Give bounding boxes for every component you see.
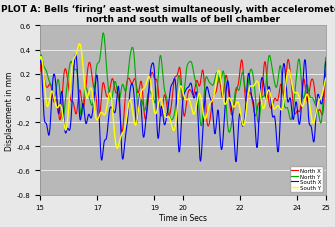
North Y: [227, 131, 231, 134]
North X: [53, 101, 57, 104]
South Y: [324, 77, 328, 80]
South Y: [115, 147, 119, 150]
Y-axis label: Displacement in mm: Displacement in mm: [5, 71, 14, 150]
Line: North X: North X: [40, 60, 326, 132]
South X: [234, 160, 238, 163]
South Y: [316, 104, 320, 106]
X-axis label: Time in Secs: Time in Secs: [159, 213, 207, 222]
South Y: [177, 89, 181, 92]
South Y: [316, 103, 320, 106]
North Y: [316, 109, 320, 111]
South X: [316, 94, 320, 97]
North Y: [324, 57, 328, 59]
South Y: [53, 99, 57, 102]
North X: [38, 71, 42, 73]
South Y: [170, 125, 174, 127]
North Y: [316, 109, 320, 112]
North Y: [53, 96, 57, 99]
North Y: [170, 119, 174, 122]
North X: [120, 131, 124, 133]
North X: [286, 59, 290, 62]
South X: [170, 84, 174, 87]
North Y: [38, 57, 42, 59]
South X: [263, 95, 267, 98]
South Y: [263, 102, 267, 105]
South X: [316, 94, 320, 97]
Line: North Y: North Y: [40, 34, 326, 133]
South X: [53, 75, 57, 77]
Title: PLOT A: Bells ‘firing’ east-west simultaneously, with accelerometers on
north an: PLOT A: Bells ‘firing’ east-west simulta…: [1, 5, 335, 24]
South Y: [38, 58, 42, 61]
North Y: [263, 90, 267, 93]
North X: [170, 103, 174, 105]
North X: [324, 71, 328, 73]
North Y: [101, 32, 105, 35]
North Y: [177, 75, 181, 78]
North X: [316, 110, 320, 113]
South X: [177, 151, 181, 153]
Line: South Y: South Y: [40, 44, 326, 148]
North X: [263, 62, 267, 64]
South Y: [77, 43, 81, 46]
Line: South X: South X: [40, 55, 326, 162]
South X: [38, 61, 42, 64]
South X: [324, 61, 328, 64]
South X: [74, 54, 78, 56]
North X: [316, 110, 320, 113]
Legend: North X, North Y, South X, South Y: North X, North Y, South X, South Y: [290, 166, 323, 192]
North X: [177, 67, 181, 69]
